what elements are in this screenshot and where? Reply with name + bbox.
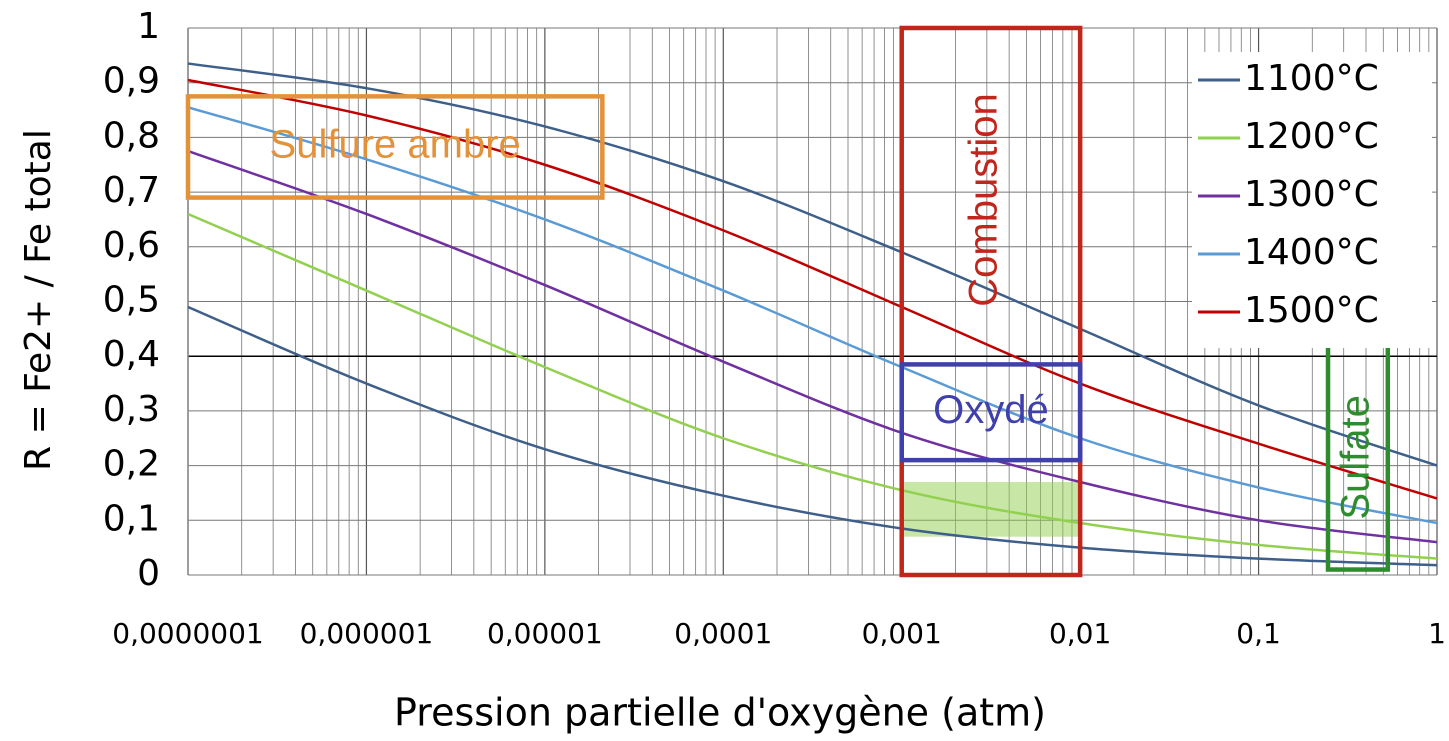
y-tick-label: 0,4: [103, 334, 160, 375]
legend-label: 1100°C: [1244, 58, 1379, 99]
x-tick-label: 0,00001: [487, 617, 603, 650]
annotation-label: Sulfure ambre: [270, 123, 521, 167]
x-axis-title: Pression partielle d'oxygène (atm): [394, 691, 1046, 735]
y-axis-title: R = Fe2+ / Fe total: [18, 129, 59, 471]
legend-label: 1300°C: [1244, 174, 1379, 215]
series-line: [187, 305, 1438, 567]
series-line: [187, 149, 1438, 544]
x-tick-label: 0,0000001: [112, 617, 263, 650]
x-tick-label: 0,01: [1049, 617, 1111, 650]
series-line: [187, 78, 1438, 500]
series-line: [187, 212, 1438, 560]
annotation-box: [185, 94, 605, 200]
y-tick-label: 0,3: [103, 389, 160, 430]
x-tick-label: 0,000001: [300, 617, 434, 650]
y-tick-label: 1: [137, 6, 160, 47]
series-line: [187, 62, 1438, 467]
x-tick-label: 0,001: [862, 617, 942, 650]
y-tick-label: 0,7: [103, 170, 160, 211]
y-tick-label: 0,9: [103, 61, 160, 102]
legend-background: [1192, 52, 1432, 348]
annotation-box: [899, 362, 1083, 463]
annotation-box: [899, 25, 1083, 578]
y-tick-label: 0: [137, 553, 160, 594]
y-tick-label: 0,6: [103, 225, 160, 266]
x-tick-label: 0,0001: [674, 617, 772, 650]
legend-label: 1200°C: [1244, 116, 1379, 157]
legend-label: 1500°C: [1244, 290, 1379, 331]
y-tick-label: 0,2: [103, 444, 160, 485]
x-tick-label: 1: [1428, 617, 1446, 650]
annotation-label: Sulfate: [1333, 395, 1377, 520]
y-tick-label: 0,1: [103, 498, 160, 539]
annotation-label: Oxydé: [933, 388, 1049, 432]
annotation-label: Combustion: [961, 93, 1005, 306]
legend-label: 1400°C: [1244, 232, 1379, 273]
series-line: [187, 106, 1438, 525]
y-tick-label: 0,8: [103, 115, 160, 156]
x-tick-label: 0,1: [1236, 617, 1281, 650]
y-tick-label: 0,5: [103, 280, 160, 321]
